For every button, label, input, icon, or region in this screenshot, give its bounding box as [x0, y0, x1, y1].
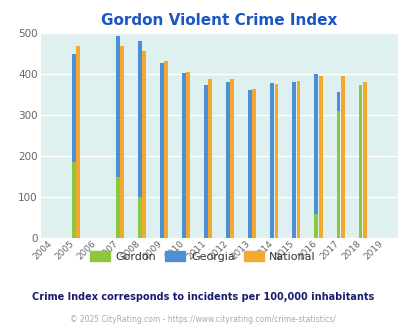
Bar	[362, 82, 366, 238]
Bar	[138, 41, 141, 238]
Bar	[208, 79, 212, 238]
Bar	[138, 197, 141, 238]
Bar	[252, 89, 256, 238]
Bar	[248, 90, 252, 238]
Bar	[72, 162, 76, 238]
Bar	[186, 72, 190, 238]
Bar	[358, 85, 362, 238]
Bar	[314, 74, 318, 238]
Bar	[182, 73, 185, 238]
Title: Gordon Violent Crime Index: Gordon Violent Crime Index	[101, 13, 337, 28]
Bar	[336, 111, 339, 238]
Text: © 2025 CityRating.com - https://www.cityrating.com/crime-statistics/: © 2025 CityRating.com - https://www.city…	[70, 315, 335, 324]
Bar	[314, 214, 318, 238]
Bar	[336, 92, 339, 238]
Bar	[120, 46, 124, 238]
Bar	[226, 82, 230, 238]
Legend: Gordon, Georgia, National: Gordon, Georgia, National	[85, 247, 320, 267]
Bar	[274, 84, 278, 238]
Bar	[116, 36, 119, 238]
Bar	[340, 76, 344, 238]
Bar	[160, 63, 164, 238]
Bar	[76, 46, 80, 238]
Bar	[296, 81, 300, 238]
Bar	[318, 76, 322, 238]
Bar	[72, 54, 76, 238]
Text: Crime Index corresponds to incidents per 100,000 inhabitants: Crime Index corresponds to incidents per…	[32, 292, 373, 302]
Bar	[116, 177, 119, 238]
Bar	[358, 103, 362, 238]
Bar	[230, 79, 234, 238]
Bar	[204, 84, 207, 238]
Bar	[270, 83, 273, 238]
Bar	[142, 51, 146, 238]
Bar	[164, 61, 168, 238]
Bar	[292, 82, 296, 238]
